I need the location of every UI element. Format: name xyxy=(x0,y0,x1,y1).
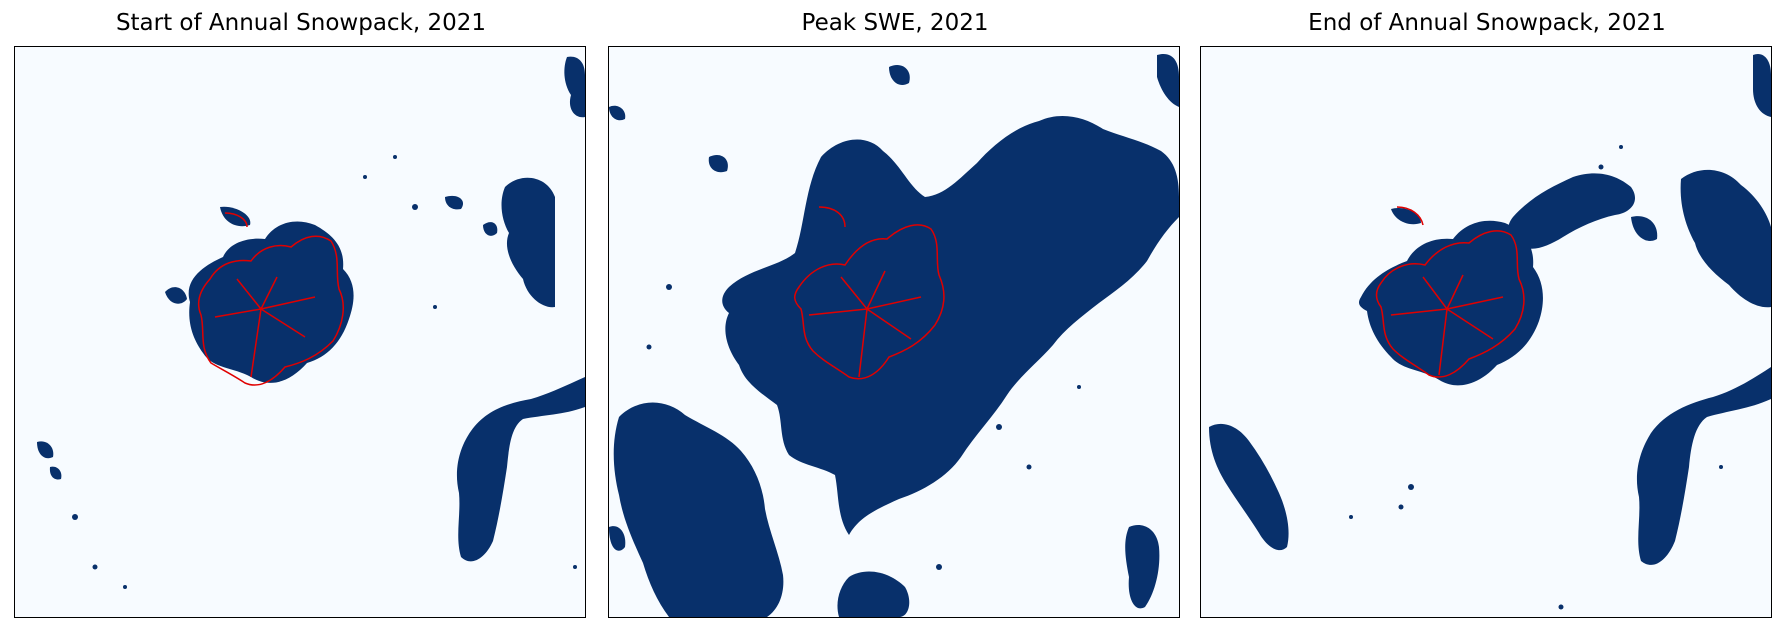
panel-title-peak: Peak SWE, 2021 xyxy=(801,10,989,36)
panel-start: Start of Annual Snowpack, 2021 xyxy=(14,0,588,631)
panel-title-end: End of Annual Snowpack, 2021 xyxy=(1308,10,1666,36)
panel-end: End of Annual Snowpack, 2021 xyxy=(1200,0,1774,631)
map-peak xyxy=(608,46,1180,618)
snow-map-peak xyxy=(609,53,1179,617)
snow-map-end xyxy=(1209,53,1771,610)
snow-map-start xyxy=(37,56,585,589)
panel-title-start: Start of Annual Snowpack, 2021 xyxy=(115,10,487,36)
map-end xyxy=(1200,46,1772,618)
panel-peak: Peak SWE, 2021 xyxy=(608,0,1182,631)
map-start xyxy=(14,46,586,618)
